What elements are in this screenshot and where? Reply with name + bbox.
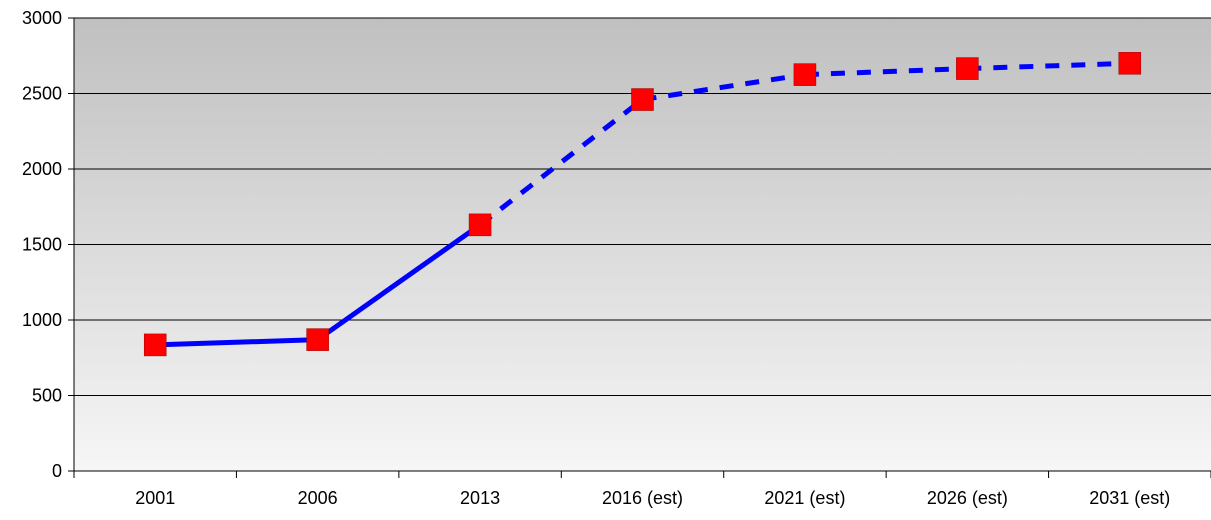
x-tick-label: 2026 (est) <box>927 488 1008 508</box>
x-tick-label: 2021 (est) <box>764 488 845 508</box>
x-axis-tick-labels: 2001 2006 2013 2016 (est) 2021 (est) 2026 (es… <box>135 488 1170 508</box>
data-point-marker <box>956 57 979 80</box>
x-tick-label: 2013 <box>460 488 500 508</box>
series-segment-dashed <box>804 66 968 78</box>
data-point-marker <box>143 333 167 357</box>
series-segment-dashed <box>478 97 645 227</box>
data-point-marker <box>468 213 492 237</box>
x-tick-label: 2031 (est) <box>1089 488 1170 508</box>
y-tick-label: 1000 <box>22 310 62 330</box>
y-tick-label: 2000 <box>22 159 62 179</box>
data-point-marker <box>1118 52 1142 75</box>
y-tick-label: 1500 <box>22 235 62 255</box>
data-point-marker <box>306 328 329 351</box>
x-tick-label: 2001 <box>135 488 175 508</box>
data-point-marker <box>631 88 654 111</box>
data-point-marker <box>793 63 817 86</box>
y-tick-label: 0 <box>52 461 62 481</box>
series-segment-dashed <box>642 72 806 103</box>
y-tick-label: 500 <box>32 386 62 406</box>
series-line <box>155 60 1130 348</box>
x-tick-label: 2006 <box>298 488 338 508</box>
series-segment-solid <box>316 222 482 342</box>
series-segment-solid <box>155 337 318 348</box>
y-tick-label: 3000 <box>22 8 62 28</box>
y-axis-tick-labels: 0 500 1000 1500 2000 2500 3000 <box>22 8 62 481</box>
y-tick-label: 2500 <box>22 84 62 104</box>
series-segment-dashed <box>967 60 1130 72</box>
x-tick-label: 2016 (est) <box>602 488 683 508</box>
series-markers <box>143 52 1142 357</box>
axes <box>73 18 1211 478</box>
